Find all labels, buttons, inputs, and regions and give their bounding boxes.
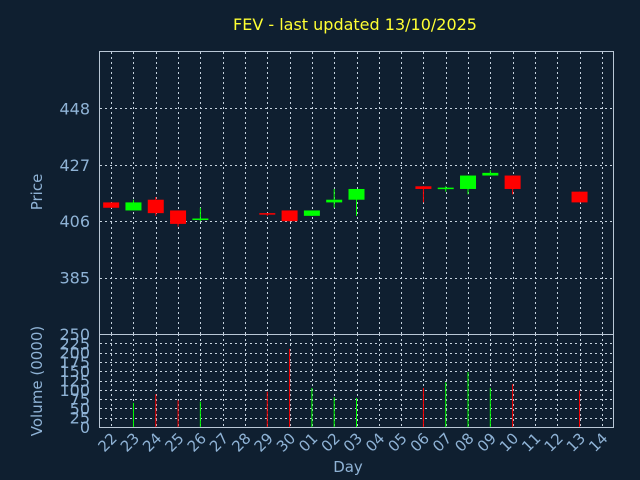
price-y-ticks: 385 406 427 448 <box>59 99 90 287</box>
volume-y-tick-label: 50 <box>70 399 90 418</box>
x-ticks: 2223242526272829300102030405060708091011… <box>95 429 612 455</box>
candle-body <box>303 210 320 216</box>
price-y-tick-label: 448 <box>59 99 90 118</box>
candle <box>326 188 343 208</box>
candle <box>103 202 120 208</box>
volume-y-tick-label: 150 <box>59 362 90 381</box>
candle <box>192 207 209 222</box>
volume-axis-label: Volume (0000) <box>28 326 46 436</box>
price-y-tick-label: 406 <box>59 212 90 231</box>
x-axis-label: Day <box>333 458 363 476</box>
volume-y-tick-label: 125 <box>59 372 90 391</box>
price-y-tick-label: 427 <box>59 156 90 175</box>
candle-body <box>281 210 298 222</box>
price-y-tick-label: 385 <box>59 269 90 288</box>
candle <box>170 210 187 227</box>
candle-body <box>348 188 365 200</box>
candle-body <box>415 186 432 189</box>
candle-body <box>147 199 164 214</box>
volume-y-tick-label: 200 <box>59 344 90 363</box>
chart-title: FEV - last updated 13/10/2025 <box>233 15 477 34</box>
candle <box>460 175 477 195</box>
volume-y-tick-label: 225 <box>59 334 90 353</box>
candle-body <box>437 187 454 190</box>
volume-grid <box>100 334 613 427</box>
candle <box>259 213 276 216</box>
candle-body <box>571 191 588 203</box>
candle-body <box>259 213 276 215</box>
price-grid <box>100 52 613 334</box>
candle-body <box>125 202 142 211</box>
candle-body <box>460 175 477 189</box>
x-tick-label: 14 <box>585 429 611 455</box>
volume-y-tick-label: 175 <box>59 353 90 372</box>
candle <box>281 210 298 222</box>
candle <box>125 199 142 211</box>
candles <box>103 170 588 227</box>
candle <box>437 186 454 192</box>
candle-body <box>170 210 187 224</box>
candle-body <box>482 172 499 176</box>
volume-plot-frame <box>99 334 614 428</box>
candle <box>147 197 164 216</box>
candle <box>303 210 320 216</box>
volume-y-tick-label: 250 <box>59 325 90 344</box>
volume-bars <box>132 348 581 427</box>
volume-y-tick-label: 75 <box>70 390 90 409</box>
candle-body <box>326 199 343 203</box>
candle <box>504 175 521 195</box>
volume-y-tick-label: 25 <box>70 409 90 428</box>
candle-body <box>192 218 209 221</box>
candle <box>348 188 365 216</box>
candle <box>415 186 432 203</box>
volume-y-tick-label: 100 <box>59 381 90 400</box>
candle <box>482 170 499 176</box>
candle <box>571 191 588 203</box>
volume-y-tick-label: 0 <box>80 418 90 437</box>
candle-body <box>504 175 521 189</box>
price-axis-label: Price <box>28 174 46 211</box>
candle-body <box>103 202 120 208</box>
